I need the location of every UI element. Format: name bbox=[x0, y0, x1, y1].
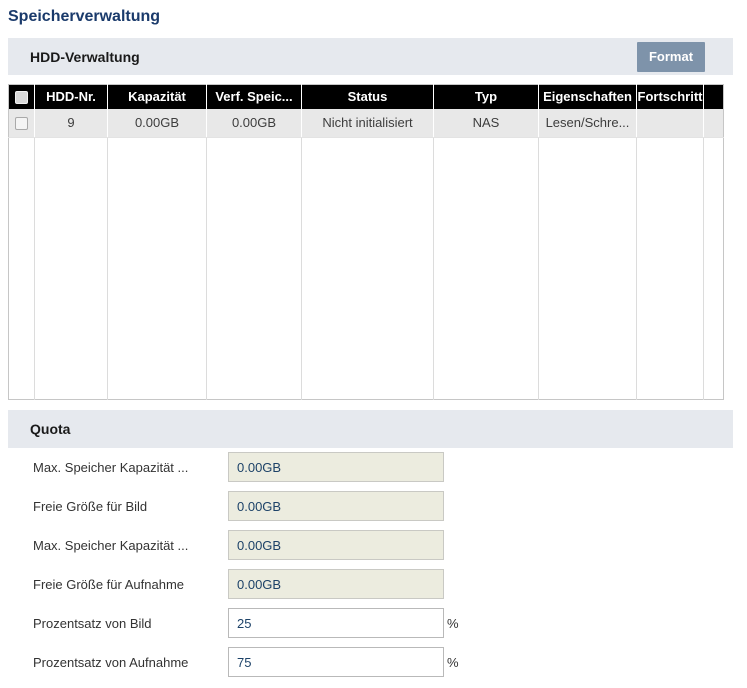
field-label: Prozentsatz von Aufnahme bbox=[33, 654, 189, 670]
cell-hdd-nr: 9 bbox=[34, 108, 108, 138]
form-row-max-capacity-picture: Max. Speicher Kapazität ... bbox=[8, 452, 747, 482]
percent-suffix: % bbox=[447, 615, 459, 631]
field-label: Max. Speicher Kapazität ... bbox=[33, 459, 189, 475]
cell-spacer bbox=[703, 108, 724, 138]
quota-section-header: Quota bbox=[8, 410, 733, 448]
field-label: Freie Größe für Bild bbox=[33, 498, 148, 514]
col-header-verf-speicher: Verf. Speic... bbox=[206, 84, 302, 109]
hdd-table: HDD-Nr. Kapazität Verf. Speic... Status … bbox=[8, 84, 724, 400]
form-row-max-capacity-record: Max. Speicher Kapazität ... bbox=[8, 530, 747, 560]
form-row-free-size-record: Freie Größe für Aufnahme bbox=[8, 569, 747, 599]
row-select-cell bbox=[8, 108, 35, 138]
cell-kapazitaet: 0.00GB bbox=[107, 108, 207, 138]
field-label: Freie Größe für Aufnahme bbox=[33, 576, 185, 592]
cell-typ: NAS bbox=[433, 108, 539, 138]
header-select-all-cell bbox=[8, 84, 35, 109]
percent-suffix: % bbox=[447, 654, 459, 670]
table-header-row: HDD-Nr. Kapazität Verf. Speic... Status … bbox=[8, 84, 724, 109]
col-header-typ: Typ bbox=[433, 84, 539, 109]
field-label: Prozentsatz von Bild bbox=[33, 615, 152, 631]
field-label: Max. Speicher Kapazität ... bbox=[33, 537, 189, 553]
col-header-eigenschaften: Eigenschaften bbox=[538, 84, 637, 109]
table-empty-area bbox=[8, 137, 724, 400]
quota-section-title: Quota bbox=[30, 421, 71, 437]
format-button[interactable]: Format bbox=[637, 41, 705, 72]
form-row-percent-picture: Prozentsatz von Bild % bbox=[8, 608, 747, 638]
cell-fortschritt bbox=[636, 108, 704, 138]
select-all-checkbox[interactable] bbox=[15, 91, 28, 105]
col-header-status: Status bbox=[301, 84, 434, 109]
quota-form: Max. Speicher Kapazität ... Freie Größe … bbox=[8, 452, 747, 677]
percent-record-input[interactable] bbox=[228, 647, 444, 677]
cell-verf-speicher: 0.00GB bbox=[206, 108, 302, 138]
cell-eigenschaften: Lesen/Schre... bbox=[538, 108, 637, 138]
max-capacity-picture-field bbox=[228, 452, 444, 482]
page-title: Speicherverwaltung bbox=[8, 8, 161, 25]
row-checkbox[interactable] bbox=[15, 117, 28, 131]
free-size-record-field bbox=[228, 569, 444, 599]
hdd-table-row[interactable]: 9 0.00GB 0.00GB Nicht initialisiert NAS … bbox=[8, 108, 724, 138]
col-header-kapazitaet: Kapazität bbox=[107, 84, 207, 109]
hdd-section-title: HDD-Verwaltung bbox=[30, 48, 140, 65]
percent-picture-input[interactable] bbox=[228, 608, 444, 638]
form-row-percent-record: Prozentsatz von Aufnahme % bbox=[8, 647, 747, 677]
col-header-fortschritt: Fortschritt bbox=[636, 84, 704, 109]
col-header-spacer bbox=[703, 84, 724, 109]
form-row-free-size-picture: Freie Größe für Bild bbox=[8, 491, 747, 521]
free-size-picture-field bbox=[228, 491, 444, 521]
hdd-section-header: HDD-Verwaltung Format bbox=[8, 38, 733, 75]
cell-status: Nicht initialisiert bbox=[301, 108, 434, 138]
col-header-hdd-nr: HDD-Nr. bbox=[34, 84, 108, 109]
max-capacity-record-field bbox=[228, 530, 444, 560]
